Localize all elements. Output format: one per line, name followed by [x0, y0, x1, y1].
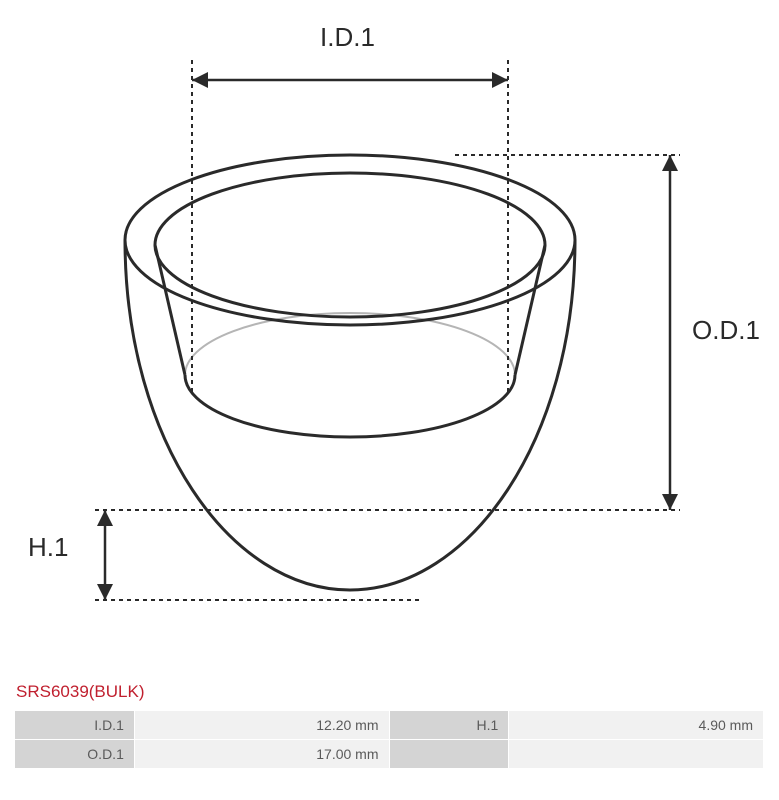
od1-arrow-bottom — [662, 494, 678, 510]
table-row: O.D.1 17.00 mm — [15, 740, 764, 769]
inner-floor-back — [185, 313, 515, 375]
technical-drawing — [0, 0, 779, 680]
inner-wall-left — [155, 245, 185, 375]
label-id1: I.D.1 — [320, 22, 375, 53]
spec-value: 4.90 mm — [509, 711, 764, 740]
inner-wall-right — [515, 245, 545, 375]
spec-label: I.D.1 — [15, 711, 135, 740]
spec-label: O.D.1 — [15, 740, 135, 769]
h1-arrow-top — [97, 510, 113, 526]
id1-arrow-left — [192, 72, 208, 88]
spec-value: 17.00 mm — [134, 740, 389, 769]
h1-arrow-bottom — [97, 584, 113, 600]
label-h1: H.1 — [28, 532, 68, 563]
spec-value: 12.20 mm — [134, 711, 389, 740]
table-row: I.D.1 12.20 mm H.1 4.90 mm — [15, 711, 764, 740]
inner-floor — [185, 375, 515, 437]
diagram-area: I.D.1 O.D.1 H.1 — [0, 0, 779, 680]
spec-label — [389, 740, 509, 769]
id1-arrow-right — [492, 72, 508, 88]
part-number: SRS6039(BULK) — [16, 682, 145, 702]
od1-arrow-top — [662, 155, 678, 171]
spec-label: H.1 — [389, 711, 509, 740]
inner-rim — [155, 173, 545, 317]
label-od1: O.D.1 — [692, 315, 760, 346]
spec-table: I.D.1 12.20 mm H.1 4.90 mm O.D.1 17.00 m… — [14, 710, 764, 769]
spec-value — [509, 740, 764, 769]
